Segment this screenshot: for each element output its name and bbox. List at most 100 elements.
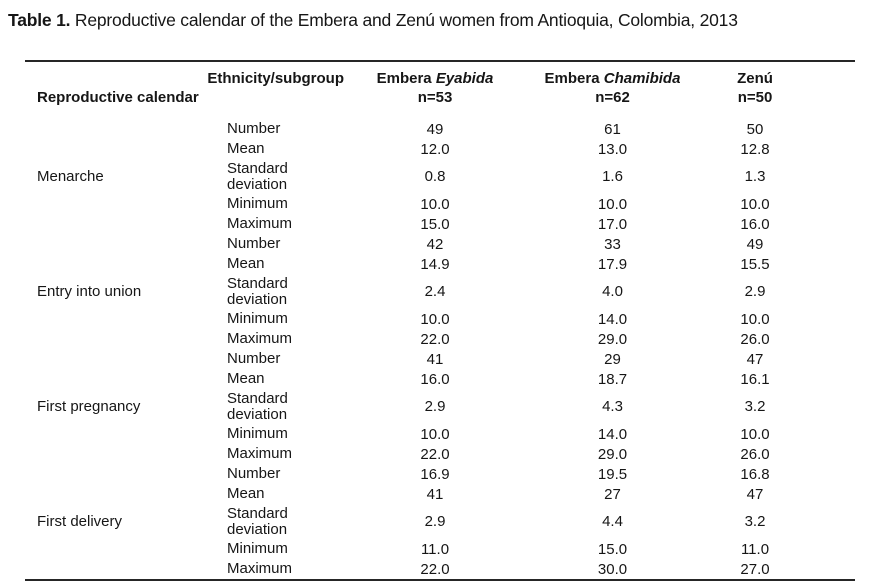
stat-label: Minimum	[227, 195, 288, 212]
table-row: Minimum 10.0 14.0 10.0	[215, 309, 855, 329]
value-cell: 16.1	[740, 370, 770, 388]
stat-label: Maximum	[227, 215, 293, 232]
column-header-name: Embera	[376, 70, 432, 87]
value-cell: 10.0	[420, 195, 450, 213]
value-cell: 14.9	[420, 255, 450, 273]
value-cell: 33	[604, 235, 621, 253]
table-caption-text: Reproductive calendar of the Embera and …	[70, 10, 738, 30]
value-cell: 3.2	[744, 398, 766, 415]
value-cell: 15.0	[597, 540, 628, 558]
value-cell: 29.0	[597, 330, 628, 348]
value-cell: 2.9	[744, 283, 766, 300]
value-cell: 26.0	[740, 330, 770, 348]
header-corner-cell: Ethnicity/subgroup Reproductive calendar	[25, 69, 350, 107]
column-header: Embera Eyabida n=53	[350, 69, 520, 107]
value-cell: 17.9	[597, 255, 628, 273]
section-label: First pregnancy	[37, 398, 141, 415]
value-cell: 41	[426, 485, 444, 503]
value-cell: 26.0	[740, 445, 770, 463]
value-cell: 11.0	[420, 540, 450, 558]
section-label: Menarche	[37, 168, 104, 185]
value-cell: 10.0	[597, 195, 628, 213]
stat-label: Number	[227, 465, 281, 482]
value-cell: 41	[426, 350, 444, 368]
section-label: First delivery	[37, 513, 123, 530]
table-row: Mean 14.9 17.9 15.5	[215, 254, 855, 274]
data-table: Ethnicity/subgroup Reproductive calendar…	[25, 60, 855, 581]
column-header: Zenú n=50	[705, 69, 855, 107]
value-cell: 12.0	[420, 140, 450, 158]
value-cell: 49	[426, 120, 444, 138]
value-cell: 1.3	[744, 168, 766, 185]
value-cell: 4.0	[602, 283, 623, 300]
value-cell: 10.0	[420, 425, 450, 443]
column-header-name: Zenú	[737, 70, 773, 87]
value-cell: 27.0	[740, 560, 770, 578]
stat-label: Minimum	[227, 310, 288, 327]
value-cell: 22.0	[420, 560, 450, 578]
value-cell: 12.8	[740, 140, 770, 158]
table-section: Entry into union Number 42 33 49 Mean 14.9 17.9…	[25, 234, 855, 349]
value-cell: 50	[746, 120, 764, 138]
section-rows: Number 42 33 49 Mean 14.9 17.9 15.5 Standard dev…	[215, 234, 855, 349]
table-caption-label: Table 1.	[8, 10, 71, 30]
value-cell: 19.5	[597, 465, 628, 483]
header-reproductive-calendar-label: Reproductive calendar	[37, 89, 199, 106]
table-row: Standard deviation 2.9 4.3 3.2	[215, 389, 855, 424]
column-header-sample-size: n=50	[737, 89, 773, 106]
stat-label: Maximum	[227, 560, 293, 577]
value-cell: 47	[746, 485, 764, 503]
value-cell: 29.0	[597, 445, 628, 463]
value-cell: 49	[746, 235, 764, 253]
stat-label: Minimum	[227, 425, 288, 442]
value-cell: 22.0	[420, 330, 450, 348]
value-cell: 2.9	[424, 513, 446, 530]
table-header: Ethnicity/subgroup Reproductive calendar…	[25, 62, 855, 119]
stat-label: Mean	[227, 485, 265, 502]
value-cell: 4.3	[602, 398, 623, 415]
stat-label: Minimum	[227, 540, 288, 557]
table-row: Mean 12.0 13.0 12.8	[215, 139, 855, 159]
column-header: Embera Chamibida n=62	[520, 69, 705, 107]
value-cell: 10.0	[420, 310, 450, 328]
value-cell: 22.0	[420, 445, 450, 463]
value-cell: 15.0	[420, 215, 450, 233]
value-cell: 1.6	[602, 168, 623, 185]
stat-label: Number	[227, 350, 281, 367]
value-cell: 2.9	[424, 398, 446, 415]
table-row: Maximum 22.0 30.0 27.0	[215, 559, 855, 579]
value-cell: 14.0	[597, 310, 628, 328]
table-row: Standard deviation 2.4 4.0 2.9	[215, 274, 855, 309]
table-section: First pregnancy Number 41 29 47 Mean 16.0 18.7 1…	[25, 349, 855, 464]
value-cell: 14.0	[597, 425, 628, 443]
value-cell: 16.9	[420, 465, 450, 483]
value-cell: 29	[604, 350, 621, 368]
column-header-subgroup: Chamibida	[603, 70, 681, 87]
value-cell: 10.0	[740, 310, 770, 328]
section-rows: Number 41 29 47 Mean 16.0 18.7 16.1 Standard dev…	[215, 349, 855, 464]
table-row: Mean 16.0 18.7 16.1	[215, 369, 855, 389]
table-row: Number 42 33 49	[215, 234, 855, 254]
value-cell: 47	[746, 350, 764, 368]
value-cell: 61	[604, 120, 621, 138]
value-cell: 11.0	[740, 540, 770, 558]
value-cell: 15.5	[740, 255, 770, 273]
table-row: Number 49 61 50	[215, 119, 855, 139]
table-row: Maximum 22.0 29.0 26.0	[215, 329, 855, 349]
stat-label: Mean	[227, 370, 265, 387]
table-row: Mean 41 27 47	[215, 484, 855, 504]
stat-label: Standard deviation	[227, 389, 288, 423]
value-cell: 13.0	[597, 140, 628, 158]
stat-label: Standard deviation	[227, 159, 288, 193]
table-row: Standard deviation 0.8 1.6 1.3	[215, 159, 855, 194]
value-cell: 0.8	[424, 168, 446, 185]
table-row: Number 16.9 19.5 16.8	[215, 464, 855, 484]
value-cell: 3.2	[744, 513, 766, 530]
table-row: Number 41 29 47	[215, 349, 855, 369]
value-cell: 42	[426, 235, 444, 253]
column-header-sample-size: n=53	[417, 89, 453, 106]
value-cell: 30.0	[597, 560, 628, 578]
table-row: Minimum 10.0 10.0 10.0	[215, 194, 855, 214]
section-label: Entry into union	[37, 283, 142, 300]
value-cell: 10.0	[740, 195, 770, 213]
